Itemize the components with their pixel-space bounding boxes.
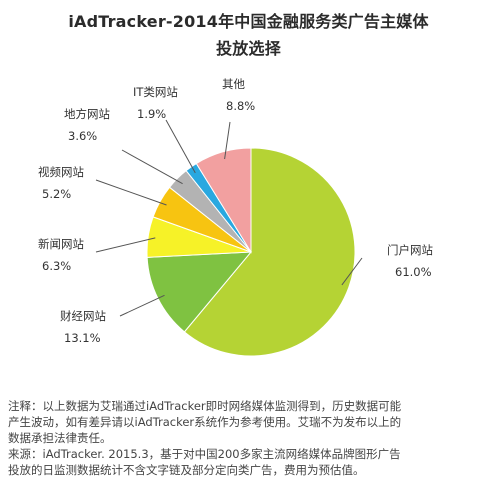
slice-value-label: 61.0% [395, 265, 432, 279]
leader-line [341, 257, 363, 286]
note-line: 产生波动，如有差异请以iAdTracker系统作为参考使用。艾瑞不为发布以上的 [8, 415, 402, 429]
pie-slice [183, 147, 356, 357]
slice-value-label: 6.3% [42, 259, 71, 273]
leader-line [119, 294, 165, 317]
slice-label: IT类网站 [133, 85, 178, 99]
slice-label: 地方网站 [64, 107, 110, 121]
slice-label: 其他 [222, 77, 245, 91]
leader-line [165, 119, 196, 174]
slice-value-label: 1.9% [137, 107, 166, 121]
slice-value-label: 13.1% [64, 331, 101, 345]
pie-slice [195, 147, 252, 254]
source-line: 来源：iAdTracker. 2015.3，基于对中国200多家主流网络媒体品牌… [8, 447, 401, 461]
slice-label: 门户网站 [387, 243, 433, 257]
leader-line [95, 179, 167, 206]
slice-label: 新闻网站 [38, 237, 84, 251]
source-line: 投放的日监测数据统计不含文字链及部分定向类广告，费用为预估值。 [8, 463, 365, 477]
slice-label: 财经网站 [60, 309, 106, 323]
chart-title-line-2: 投放选择 [216, 39, 281, 58]
slice-label: 视频网站 [38, 165, 84, 179]
footnotes: 注释：以上数据为艾瑞通过iAdTracker即时网络媒体监测得到，历史数据可能 … [8, 398, 492, 478]
chart-title-line-1: iAdTracker-2014年中国金融服务类广告主媒体 [68, 12, 429, 31]
note-line: 注释：以上数据为艾瑞通过iAdTracker即时网络媒体监测得到，历史数据可能 [8, 399, 402, 413]
slice-value-label: 5.2% [42, 187, 71, 201]
leader-line [95, 237, 156, 253]
note-line: 数据承担法律责任。 [8, 431, 112, 445]
leader-line [121, 149, 183, 185]
pie-chart: 门户网站 61.0% 财经网站 13.1% 新闻网站 6.3% 视频网站 5.2% 地方网站 3.… [38, 77, 433, 357]
slice-value-label: 3.6% [68, 129, 97, 143]
slice-value-label: 8.8% [226, 99, 255, 113]
leader-line [224, 121, 231, 160]
